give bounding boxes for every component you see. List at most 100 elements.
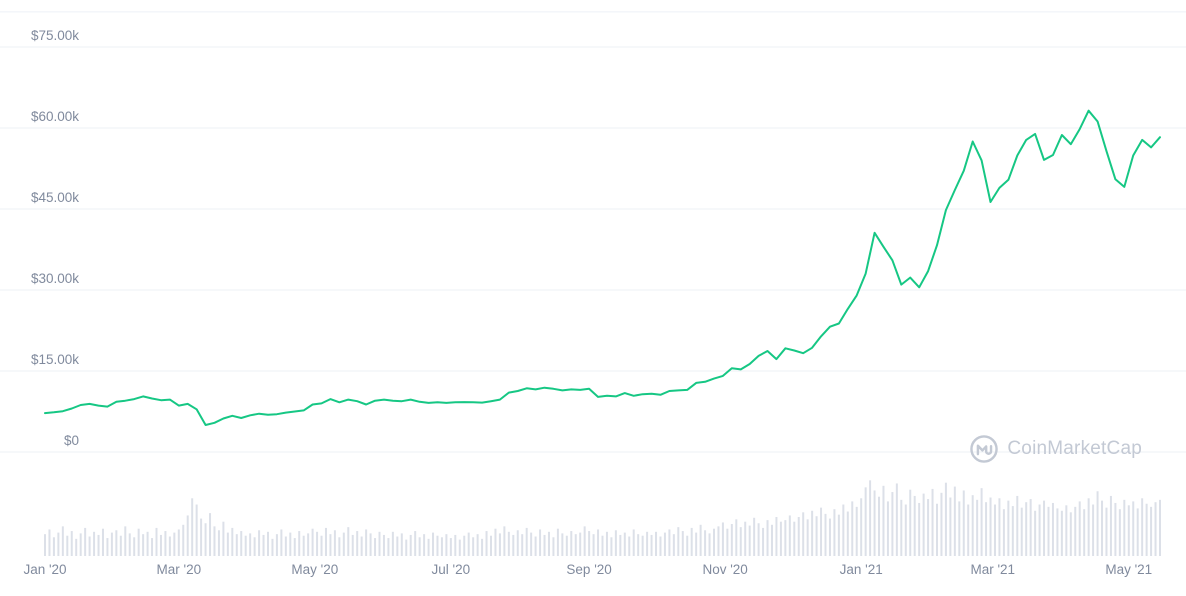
volume-bar: [124, 526, 127, 556]
volume-bar: [472, 537, 475, 556]
volume-bar: [646, 531, 649, 556]
volume-bar: [195, 504, 198, 556]
volume-bar: [186, 515, 189, 556]
volume-bar: [1105, 507, 1108, 556]
volume-bar: [467, 532, 470, 556]
volume-bar: [806, 519, 809, 556]
volume-bar: [1101, 500, 1104, 556]
volume-bar: [543, 534, 546, 556]
volume-bar: [913, 495, 916, 556]
volume-bar: [481, 538, 484, 556]
volume-bar: [52, 537, 55, 556]
volume-bar: [619, 534, 622, 556]
x-axis-label: May '21: [1105, 562, 1152, 577]
volume-bar: [338, 537, 341, 556]
volume-bar: [713, 528, 715, 556]
volume-bar: [855, 506, 858, 556]
volume-bar: [695, 532, 698, 556]
volume-bar: [525, 527, 528, 556]
volume-bar: [583, 526, 586, 556]
volume-bar: [88, 536, 91, 556]
volume-bar: [632, 529, 635, 556]
volume-bar: [579, 532, 582, 556]
volume-bar: [356, 531, 359, 556]
volume-bar: [690, 527, 693, 556]
volume-bar: [365, 529, 368, 556]
volume-bar: [1047, 506, 1050, 556]
volume-bar: [748, 525, 751, 556]
volume-bar: [110, 532, 113, 556]
volume-bar: [521, 534, 524, 556]
volume-bar: [369, 533, 372, 556]
volume-bar: [962, 490, 965, 556]
x-axis-label: Nov '20: [702, 562, 747, 577]
volume-bar: [155, 527, 158, 556]
volume-bar: [249, 533, 252, 556]
volume-bar: [311, 528, 314, 556]
volume-bar: [793, 521, 796, 556]
volume-bar: [980, 488, 983, 556]
volume-bar: [1123, 499, 1126, 556]
volume-bar: [432, 532, 435, 556]
volume-bar: [409, 534, 412, 556]
volume-bar: [730, 524, 733, 556]
volume-bar: [735, 519, 738, 556]
volume-bar: [918, 502, 921, 556]
volume-bar: [418, 537, 421, 556]
volume-bar: [137, 528, 140, 556]
volume-bar: [1159, 499, 1161, 556]
volume-bar: [949, 497, 952, 556]
volume-bar: [686, 535, 689, 556]
volume-bar: [574, 534, 577, 556]
volume-bar: [1141, 498, 1144, 556]
volume-bar: [1078, 501, 1081, 556]
volume-bar: [1109, 495, 1112, 556]
volume-bar: [993, 504, 996, 556]
volume-bar: [454, 534, 457, 556]
volume-bar: [177, 529, 180, 556]
volume-bar: [1132, 501, 1135, 556]
volume-bar: [561, 533, 564, 556]
volume-bar: [427, 538, 430, 556]
volume-bar: [463, 535, 466, 556]
volume-bar: [556, 528, 559, 556]
volume-bar: [757, 523, 760, 556]
volume-bar: [75, 538, 78, 556]
volume-bar: [971, 495, 974, 556]
volume-bar: [668, 529, 671, 556]
volume-bar: [400, 533, 403, 556]
volume-bar: [1118, 509, 1121, 556]
volume-bar: [1002, 509, 1005, 556]
volume-bar: [539, 529, 542, 556]
volume-bar: [779, 521, 782, 556]
volume-bar: [217, 530, 220, 556]
x-axis-label: Mar '21: [970, 562, 1015, 577]
volume-bar: [387, 538, 390, 556]
volume-bar: [133, 537, 136, 556]
volume-bar: [1060, 510, 1063, 556]
volume-bar: [753, 517, 756, 556]
volume-bar: [891, 492, 894, 556]
y-axis-label: $45.00k: [31, 190, 79, 205]
volume-bar: [1074, 506, 1077, 556]
volume-bar: [458, 539, 461, 556]
volume-bar: [324, 527, 327, 556]
volume-bar: [200, 518, 203, 556]
volume-bar: [244, 535, 247, 556]
volume-bar: [655, 531, 658, 556]
volume-bar: [677, 527, 680, 556]
y-axis-label: $0: [64, 433, 79, 448]
volume-bar: [1007, 500, 1010, 556]
volume-bar: [1043, 500, 1046, 556]
volume-bar: [717, 526, 720, 556]
volume-bar: [262, 534, 265, 556]
volume-bar: [597, 529, 600, 556]
volume-bar: [663, 532, 666, 556]
volume-bar: [788, 515, 791, 556]
volume-bar: [173, 532, 176, 556]
volume-bar: [258, 530, 261, 556]
volume-bar: [547, 531, 550, 556]
volume-bar: [637, 534, 640, 556]
